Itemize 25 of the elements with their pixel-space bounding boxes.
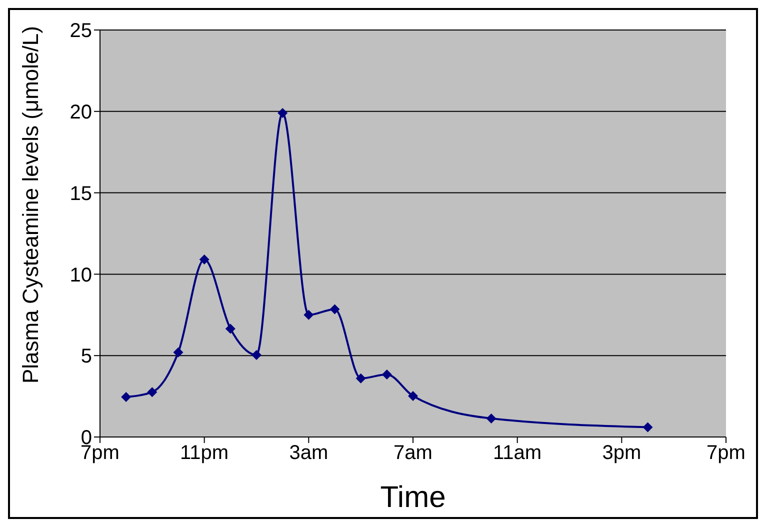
point [199,254,210,265]
x-tick-label: 7pm [706,442,746,464]
y-tick-label: 5 [80,346,92,368]
point [408,390,418,401]
point [147,387,158,398]
y-tick-label: 10 [70,264,92,286]
point [330,304,340,314]
x-tick-label: 7am [394,442,432,464]
point [225,324,236,334]
point [173,347,184,358]
y-axis-title: Plasma Cysteamine levels (μmole/L) [18,26,43,384]
point [121,392,132,402]
point [278,108,288,118]
x-tick-label: 11am [493,442,542,464]
x-tick-label: 3pm [602,442,642,464]
y-tick-label: 25 [70,20,92,42]
point [304,310,314,320]
x-tick-label: 3am [289,442,328,464]
y-tick-label: 20 [70,102,92,124]
point [252,350,262,360]
x-axis-title: Time [380,481,446,514]
point [382,369,392,380]
x-tick-label: 11pm [180,442,229,464]
y-tick-label: 15 [70,182,92,205]
point [356,373,366,384]
